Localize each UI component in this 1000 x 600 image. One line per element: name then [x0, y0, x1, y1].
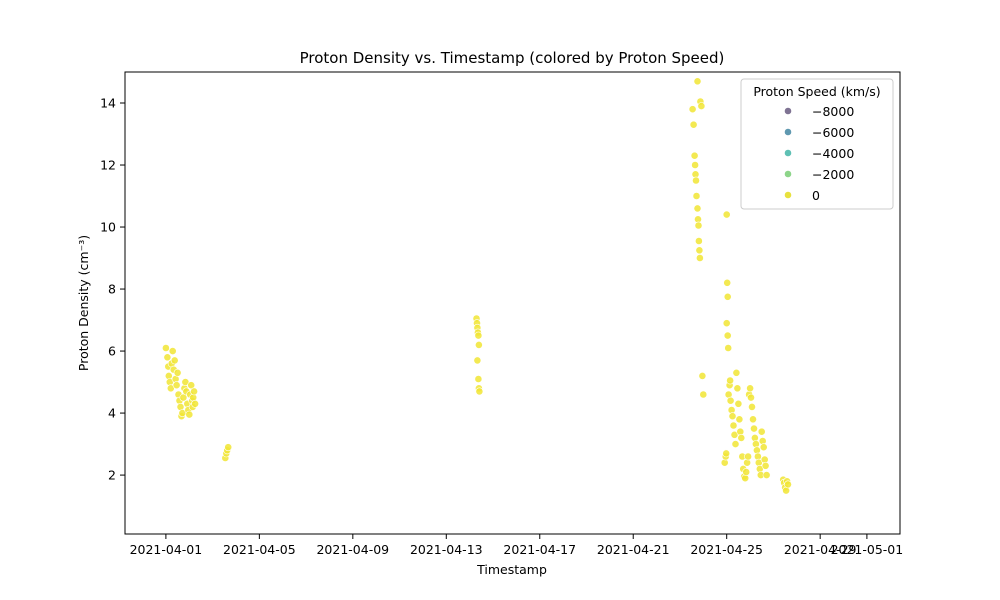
legend-label: −8000 — [812, 104, 854, 119]
data-point — [691, 161, 699, 169]
data-point — [732, 368, 741, 377]
y-tick-label: 2 — [108, 468, 116, 483]
data-point — [173, 368, 182, 377]
data-point — [761, 461, 770, 470]
legend-label: 0 — [812, 188, 820, 203]
x-axis-label: Timestamp — [476, 562, 547, 577]
data-point — [693, 204, 702, 213]
data-point — [723, 331, 732, 340]
data-point — [722, 210, 731, 219]
data-point — [750, 424, 758, 433]
data-point — [748, 402, 756, 411]
data-point — [734, 399, 743, 408]
data-point — [190, 387, 198, 396]
legend-title: Proton Speed (km/s) — [753, 84, 880, 99]
points-layer — [161, 77, 792, 495]
data-point — [474, 331, 483, 340]
x-tick-label: 2021-04-21 — [597, 542, 670, 557]
legend-box — [740, 78, 894, 210]
legend-marker — [784, 170, 792, 178]
data-point — [726, 376, 734, 385]
data-point — [723, 292, 732, 301]
y-tick-label: 8 — [108, 282, 116, 297]
data-point — [731, 440, 740, 448]
data-point — [474, 340, 483, 349]
data-point — [185, 410, 194, 419]
legend-label: −6000 — [812, 125, 854, 140]
legend-marker — [784, 191, 792, 199]
data-point — [744, 452, 752, 461]
data-point — [474, 375, 483, 383]
data-point — [699, 390, 708, 399]
data-point — [689, 120, 698, 129]
y-tick-label: 6 — [108, 344, 116, 359]
data-point — [692, 192, 701, 200]
data-point — [163, 353, 172, 362]
data-point — [696, 254, 704, 262]
data-point — [690, 151, 699, 160]
data-point — [757, 427, 766, 436]
data-point — [733, 384, 742, 393]
x-axis: 2021-04-01 2021-04-05 2021-04-09 2021-04-13… — [130, 534, 904, 557]
legend: Proton Speed (km/s) −8000 −6000 −4000 −2000… — [740, 78, 894, 210]
y-tick-label: 12 — [100, 158, 116, 173]
data-point — [473, 356, 482, 365]
data-point — [726, 396, 735, 405]
data-point — [737, 433, 746, 442]
data-point — [698, 371, 707, 380]
data-point — [191, 399, 199, 408]
x-tick-label: 2021-04-05 — [223, 542, 296, 557]
data-point — [168, 347, 177, 355]
data-point — [729, 421, 738, 430]
data-point — [170, 356, 179, 365]
data-point — [697, 102, 706, 110]
x-tick-label: 2021-04-17 — [503, 542, 576, 557]
y-axis: 2 4 6 8 10 12 14 — [100, 96, 125, 483]
data-point — [724, 344, 733, 352]
x-tick-label: 2021-04-13 — [410, 542, 483, 557]
data-point — [172, 381, 181, 390]
data-point — [728, 412, 737, 421]
data-point — [784, 480, 792, 489]
data-point — [742, 468, 751, 476]
plot-frame — [124, 71, 901, 535]
legend-marker — [784, 149, 792, 157]
legend-label: −2000 — [812, 167, 854, 182]
data-point — [749, 415, 757, 424]
y-tick-label: 10 — [100, 220, 116, 235]
y-tick-label: 4 — [108, 406, 116, 421]
data-point — [224, 443, 233, 452]
data-point — [161, 344, 170, 352]
data-point — [688, 105, 697, 114]
data-point — [694, 221, 703, 230]
legend-marker — [784, 128, 792, 136]
data-point — [695, 237, 703, 245]
data-point — [735, 415, 744, 424]
data-point — [693, 77, 702, 86]
data-point — [692, 176, 700, 185]
data-point — [747, 393, 755, 402]
data-point — [723, 278, 732, 287]
x-tick-label: 2021-04-29 — [784, 542, 857, 557]
y-tick-label: 14 — [100, 96, 116, 111]
data-point — [762, 471, 771, 479]
chart-title: Proton Density vs. Timestamp (colored by… — [300, 49, 725, 67]
data-point — [475, 387, 484, 396]
data-point — [695, 246, 704, 255]
x-tick-label: 2021-05-01 — [831, 542, 904, 557]
x-tick-label: 2021-04-25 — [690, 542, 763, 557]
data-point — [722, 319, 731, 328]
legend-marker — [784, 107, 792, 115]
data-point — [746, 384, 754, 393]
legend-entries: −8000 −6000 −4000 −2000 0 — [784, 104, 854, 203]
legend-label: −4000 — [812, 146, 854, 161]
x-tick-label: 2021-04-01 — [130, 542, 203, 557]
y-axis-label: Proton Density (cm⁻³) — [76, 235, 91, 371]
data-point — [759, 443, 768, 452]
x-tick-label: 2021-04-09 — [316, 542, 389, 557]
data-point — [722, 449, 731, 458]
